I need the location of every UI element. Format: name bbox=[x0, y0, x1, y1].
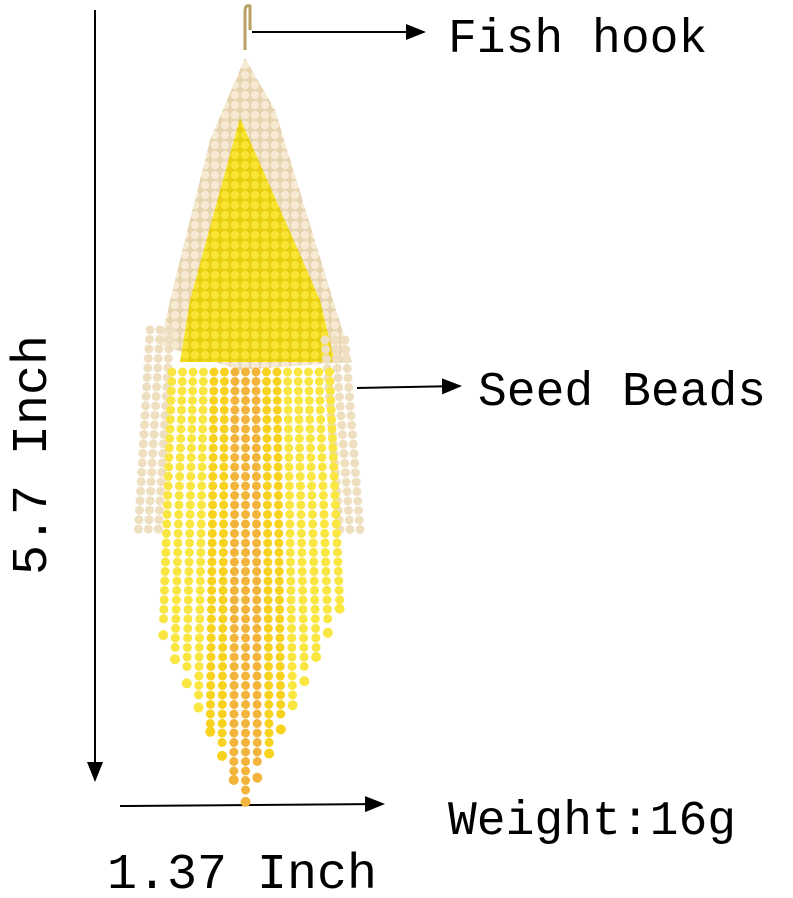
fish-hook-label: Fish hook bbox=[448, 13, 707, 67]
fish-hook bbox=[243, 4, 252, 50]
cream-strand bbox=[330, 335, 355, 535]
end-bead bbox=[334, 603, 345, 614]
fringe-strand bbox=[304, 367, 321, 654]
end-bead bbox=[193, 702, 204, 713]
fringe-strand bbox=[229, 367, 240, 777]
fringe-strand bbox=[205, 367, 219, 729]
fringe-strand bbox=[272, 367, 286, 726]
end-bead bbox=[181, 678, 192, 689]
seed-beads-label: Seed Beads bbox=[478, 366, 766, 420]
width-arrow bbox=[119, 796, 385, 813]
width-label: 1.37 Inch bbox=[107, 847, 377, 898]
end-bead bbox=[299, 676, 310, 687]
end-bead bbox=[170, 654, 180, 665]
cream-strand bbox=[340, 335, 365, 535]
height-label: 5.7 Inch bbox=[5, 335, 62, 575]
cream-strand bbox=[133, 325, 155, 540]
end-bead bbox=[264, 748, 275, 759]
fringe-strand bbox=[325, 367, 345, 606]
fringe-strand bbox=[314, 367, 333, 630]
cream-strand bbox=[153, 325, 175, 540]
end-bead bbox=[311, 651, 322, 662]
fringe-strand bbox=[262, 367, 274, 751]
fringe-strand bbox=[194, 367, 208, 705]
fringe-strand bbox=[251, 367, 262, 775]
end-bead bbox=[252, 772, 263, 783]
end-bead bbox=[287, 700, 298, 711]
fringe-strand bbox=[283, 367, 298, 702]
end-bead bbox=[275, 724, 286, 735]
end-bead bbox=[217, 750, 228, 761]
cream-strand bbox=[143, 325, 165, 540]
fringe-strand bbox=[182, 367, 198, 680]
weight-label: Weight:16g bbox=[448, 795, 736, 849]
end-bead bbox=[240, 796, 251, 807]
fringe-strand bbox=[170, 367, 187, 656]
end-bead bbox=[322, 627, 333, 638]
beads-arrow bbox=[356, 378, 462, 395]
end-bead bbox=[158, 630, 169, 641]
fringe-strand bbox=[293, 367, 309, 678]
end-bead bbox=[205, 726, 216, 737]
beaded-triangle bbox=[180, 118, 335, 362]
fringe-strand bbox=[217, 367, 229, 753]
fringe-strand bbox=[158, 367, 177, 632]
earring bbox=[133, 58, 365, 807]
end-bead bbox=[228, 775, 239, 785]
